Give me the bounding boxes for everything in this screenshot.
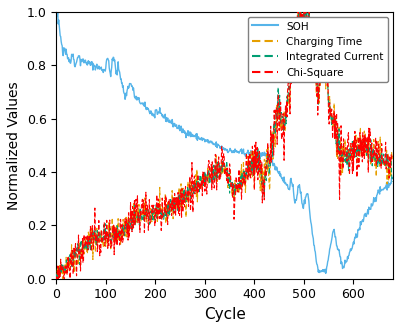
Legend: SOH, Charging Time, Integrated Current, Chi-Square: SOH, Charging Time, Integrated Current, … bbox=[248, 17, 388, 82]
Y-axis label: Normalized Values: Normalized Values bbox=[7, 81, 21, 210]
X-axis label: Cycle: Cycle bbox=[204, 307, 246, 322]
